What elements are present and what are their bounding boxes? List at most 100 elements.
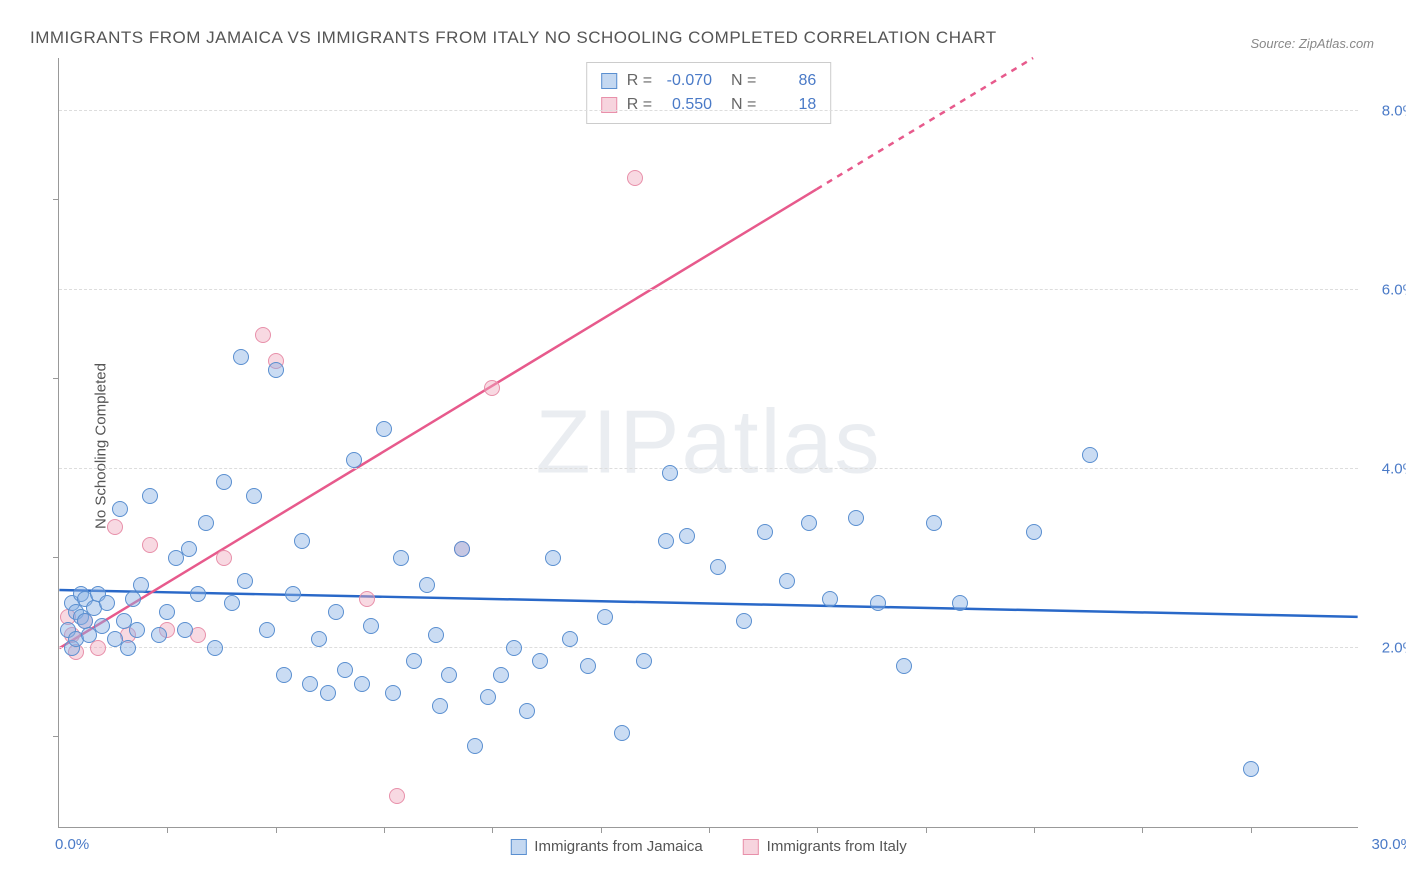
data-point bbox=[216, 550, 232, 566]
data-point bbox=[294, 533, 310, 549]
data-point bbox=[658, 533, 674, 549]
swatch-italy-icon bbox=[743, 839, 759, 855]
data-point bbox=[259, 622, 275, 638]
data-point bbox=[1082, 447, 1098, 463]
data-point bbox=[385, 685, 401, 701]
source-label: Source: ZipAtlas.com bbox=[1250, 36, 1374, 51]
data-point bbox=[389, 788, 405, 804]
y-tick bbox=[53, 736, 59, 737]
data-point bbox=[736, 613, 752, 629]
x-tick bbox=[384, 827, 385, 833]
data-point bbox=[454, 541, 470, 557]
data-point bbox=[346, 452, 362, 468]
data-point bbox=[467, 738, 483, 754]
data-point bbox=[142, 537, 158, 553]
x-tick bbox=[709, 827, 710, 833]
data-point bbox=[337, 662, 353, 678]
swatch-jamaica-icon bbox=[510, 839, 526, 855]
data-point bbox=[710, 559, 726, 575]
data-point bbox=[328, 604, 344, 620]
data-point bbox=[90, 640, 106, 656]
data-point bbox=[1243, 761, 1259, 777]
data-point bbox=[493, 667, 509, 683]
legend-label: Immigrants from Jamaica bbox=[534, 838, 702, 855]
x-tick bbox=[167, 827, 168, 833]
data-point bbox=[428, 627, 444, 643]
data-point bbox=[441, 667, 457, 683]
y-tick bbox=[53, 378, 59, 379]
data-point bbox=[125, 591, 141, 607]
data-point bbox=[120, 640, 136, 656]
y-axis-tick-label: 2.0% bbox=[1382, 639, 1406, 656]
data-point bbox=[159, 604, 175, 620]
data-point bbox=[151, 627, 167, 643]
data-point bbox=[597, 609, 613, 625]
chart-container: IMMIGRANTS FROM JAMAICA VS IMMIGRANTS FR… bbox=[0, 0, 1406, 892]
data-point bbox=[320, 685, 336, 701]
grid-line bbox=[59, 468, 1358, 469]
data-point bbox=[94, 618, 110, 634]
data-point bbox=[1026, 524, 1042, 540]
data-point bbox=[198, 515, 214, 531]
data-point bbox=[285, 586, 301, 602]
data-point bbox=[237, 573, 253, 589]
x-tick bbox=[276, 827, 277, 833]
data-point bbox=[896, 658, 912, 674]
data-point bbox=[952, 595, 968, 611]
x-tick bbox=[1251, 827, 1252, 833]
data-point bbox=[757, 524, 773, 540]
data-point bbox=[376, 421, 392, 437]
data-point bbox=[363, 618, 379, 634]
data-point bbox=[848, 510, 864, 526]
legend-label: Immigrants from Italy bbox=[767, 838, 907, 855]
x-axis-max-label: 30.0% bbox=[1371, 836, 1406, 853]
data-point bbox=[142, 488, 158, 504]
trend-line bbox=[59, 590, 1357, 617]
legend-item: Immigrants from Jamaica bbox=[510, 838, 702, 855]
data-point bbox=[580, 658, 596, 674]
x-tick bbox=[601, 827, 602, 833]
data-point bbox=[779, 573, 795, 589]
data-point bbox=[311, 631, 327, 647]
data-point bbox=[207, 640, 223, 656]
data-point bbox=[107, 519, 123, 535]
data-point bbox=[224, 595, 240, 611]
data-point bbox=[636, 653, 652, 669]
grid-line bbox=[59, 647, 1358, 648]
x-tick bbox=[492, 827, 493, 833]
data-point bbox=[519, 703, 535, 719]
data-point bbox=[484, 380, 500, 396]
data-point bbox=[190, 586, 206, 602]
y-axis-tick-label: 8.0% bbox=[1382, 102, 1406, 119]
data-point bbox=[822, 591, 838, 607]
x-tick bbox=[1142, 827, 1143, 833]
data-point bbox=[406, 653, 422, 669]
trend-lines bbox=[59, 58, 1358, 827]
y-tick bbox=[53, 199, 59, 200]
data-point bbox=[480, 689, 496, 705]
data-point bbox=[246, 488, 262, 504]
data-point bbox=[112, 501, 128, 517]
data-point bbox=[532, 653, 548, 669]
plot-area: ZIPatlas R = -0.070 N = 86 R = 0.550 N =… bbox=[58, 58, 1358, 828]
x-axis-min-label: 0.0% bbox=[55, 836, 89, 853]
data-point bbox=[181, 541, 197, 557]
data-point bbox=[354, 676, 370, 692]
data-point bbox=[393, 550, 409, 566]
y-axis-tick-label: 6.0% bbox=[1382, 281, 1406, 298]
grid-line bbox=[59, 289, 1358, 290]
legend-item: Immigrants from Italy bbox=[743, 838, 907, 855]
x-tick bbox=[817, 827, 818, 833]
data-point bbox=[432, 698, 448, 714]
data-point bbox=[419, 577, 435, 593]
data-point bbox=[255, 327, 271, 343]
chart-title: IMMIGRANTS FROM JAMAICA VS IMMIGRANTS FR… bbox=[30, 28, 997, 48]
data-point bbox=[870, 595, 886, 611]
x-tick bbox=[1034, 827, 1035, 833]
data-point bbox=[216, 474, 232, 490]
data-point bbox=[562, 631, 578, 647]
y-axis-tick-label: 4.0% bbox=[1382, 460, 1406, 477]
data-point bbox=[662, 465, 678, 481]
data-point bbox=[545, 550, 561, 566]
data-point bbox=[302, 676, 318, 692]
